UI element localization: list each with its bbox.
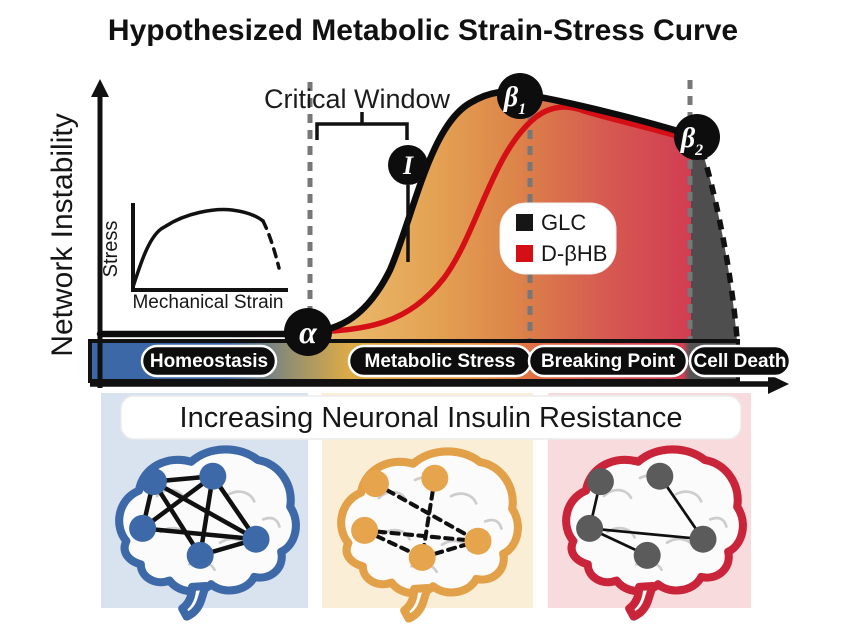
cell-death-fill — [691, 142, 737, 341]
inset-curve-solid — [131, 207, 265, 289]
y-axis: Network Instability — [46, 79, 109, 388]
brain-metabolic-stress — [341, 451, 518, 618]
svg-text:I: I — [402, 151, 414, 180]
network-nodes — [351, 464, 492, 571]
marker-insulin: I — [388, 145, 428, 262]
zone-pill-breaking-point: Breaking Point — [527, 344, 689, 378]
legend-item-dbhb: D-βHB — [516, 241, 607, 266]
inset-x-label: Mechanical Strain — [132, 292, 283, 313]
zone-pill-homeostasis: Homeostasis — [140, 344, 278, 378]
x-axis-arrow — [90, 374, 789, 394]
inset-curve-dashed — [261, 219, 281, 270]
insulin-resistance-banner: Increasing Neuronal Insulin Resistance — [120, 395, 742, 440]
zone-pill-cell-death: Cell Death — [688, 344, 792, 378]
marker-alpha: α — [284, 308, 332, 356]
legend-item-glc: GLC — [516, 210, 586, 235]
curve-glc — [96, 88, 701, 338]
brain-panels: Increasing Neuronal Insulin Resistance — [101, 393, 751, 619]
inset-y-label: Stress — [100, 221, 122, 278]
svg-text:α: α — [299, 314, 318, 350]
network-nodes — [129, 462, 270, 569]
brain-homeostasis — [119, 449, 296, 616]
critical-window-annotation: Critical Window — [264, 84, 451, 140]
zone-pill-metabolic-stress: Metabolic Stress — [347, 344, 533, 378]
svg-text:β2: β2 — [680, 123, 703, 159]
marker-beta1: β1 — [497, 73, 543, 119]
svg-text:Homeostasis: Homeostasis — [150, 351, 268, 372]
legend: GLC D-βHB — [499, 202, 617, 275]
svg-text:Metabolic Stress: Metabolic Stress — [365, 351, 516, 372]
curve-fill-metabolic — [296, 92, 692, 341]
critical-window-label: Critical Window — [264, 84, 451, 114]
curve-dbhb — [309, 104, 693, 335]
svg-text:Breaking Point: Breaking Point — [541, 351, 676, 372]
marker-beta2: β2 — [674, 114, 720, 160]
banner-label: Increasing Neuronal Insulin Resistance — [180, 402, 683, 434]
network-nodes — [576, 462, 717, 569]
zone-pills: Homeostasis Metabolic Stress Breaking Po… — [140, 344, 792, 378]
legend-label-glc: GLC — [541, 210, 586, 235]
critical-window-bracket — [315, 112, 409, 140]
brain-breaking-point — [566, 449, 743, 616]
dbhb-swatch-icon — [516, 245, 533, 262]
legend-label-dbhb: D-βHB — [541, 241, 607, 266]
y-axis-label: Network Instability — [46, 113, 79, 356]
x-axis-arrowhead-icon — [768, 374, 789, 394]
glc-swatch-icon — [516, 214, 533, 231]
curve-glc-dashed-fall — [699, 149, 740, 339]
svg-text:β1: β1 — [503, 82, 526, 118]
point-markers: I α β1 β2 — [284, 73, 720, 356]
figure-title: Hypothesized Metabolic Strain-Stress Cur… — [108, 14, 738, 47]
y-axis-arrowhead-icon — [91, 79, 109, 97]
svg-text:Cell Death: Cell Death — [694, 351, 787, 372]
inset-stress-strain-plot: Stress Mechanical Strain — [100, 203, 288, 313]
